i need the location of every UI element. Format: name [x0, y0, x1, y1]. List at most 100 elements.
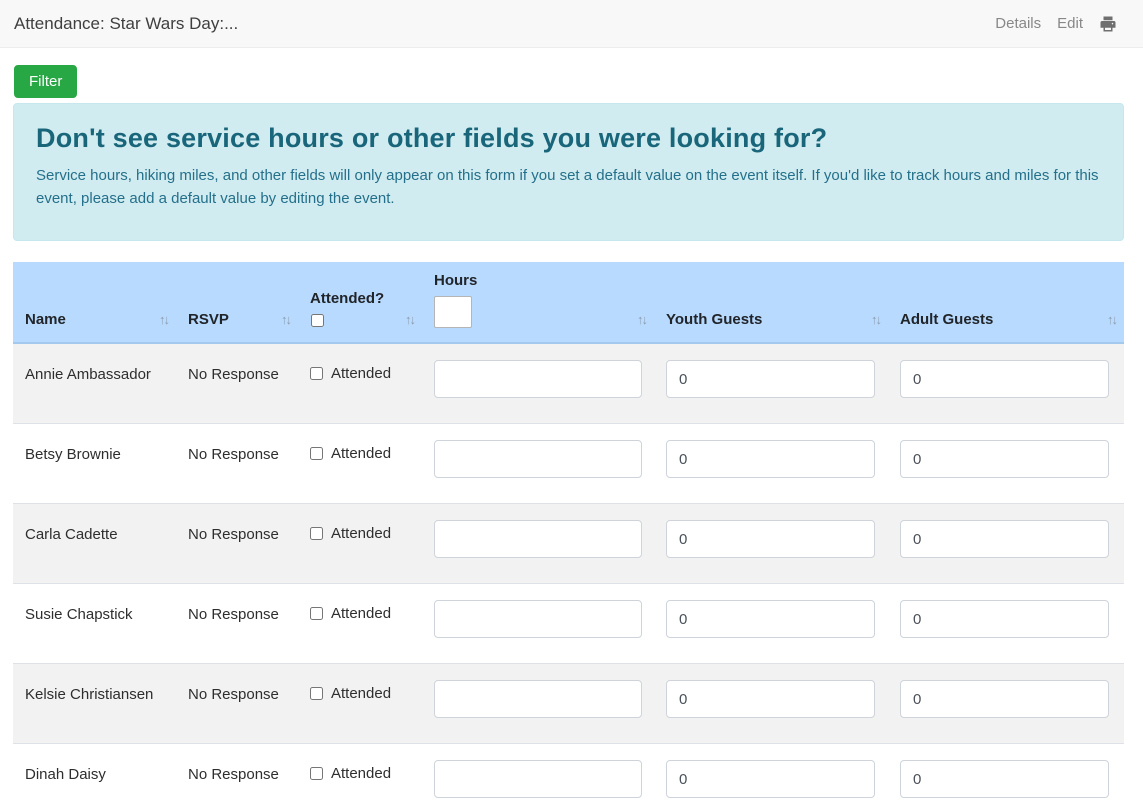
attended-toggle[interactable]: Attended	[310, 445, 391, 462]
hours-input[interactable]	[434, 360, 642, 398]
attended-label: Attended	[331, 525, 392, 542]
filter-button[interactable]: Filter	[14, 65, 78, 98]
main-content: Filter Don't see service hours or other …	[13, 48, 1124, 809]
column-header-youth-guests[interactable]: Youth Guests ↑↓	[654, 262, 888, 344]
edit-link[interactable]: Edit	[1057, 15, 1083, 32]
youth-guests-input[interactable]	[666, 680, 875, 718]
column-header-adult-guests[interactable]: Adult Guests ↑↓	[888, 262, 1124, 344]
attended-label: Attended	[331, 605, 392, 622]
attended-checkbox[interactable]	[310, 367, 323, 380]
attended-toggle[interactable]: Attended	[310, 605, 391, 622]
table-body: Annie Ambassador No Response Attended Be…	[13, 342, 1124, 809]
row-hours-cell	[422, 503, 654, 584]
sort-icon[interactable]: ↑↓	[1107, 312, 1118, 327]
attended-toggle[interactable]: Attended	[310, 685, 391, 702]
notice-body: Service hours, hiking miles, and other f…	[36, 167, 1099, 208]
row-youth-guests-cell	[654, 663, 888, 744]
attended-checkbox[interactable]	[310, 527, 323, 540]
row-adult-guests-cell	[888, 663, 1124, 744]
row-youth-guests-cell	[654, 342, 888, 424]
row-adult-guests-cell	[888, 342, 1124, 424]
youth-guests-input[interactable]	[666, 440, 875, 478]
hours-input[interactable]	[434, 680, 642, 718]
attended-label: Attended	[331, 765, 392, 782]
attended-checkbox[interactable]	[310, 607, 323, 620]
adult-guests-input[interactable]	[900, 760, 1109, 798]
row-rsvp: No Response	[176, 663, 298, 744]
column-header-rsvp[interactable]: RSVP ↑↓	[176, 262, 298, 344]
table-row: Susie Chapstick No Response Attended	[13, 583, 1124, 664]
printer-icon[interactable]	[1099, 15, 1117, 33]
sort-icon[interactable]: ↑↓	[281, 312, 292, 327]
row-attended-cell: Attended	[298, 663, 422, 744]
sort-icon[interactable]: ↑↓	[405, 312, 416, 327]
attended-toggle[interactable]: Attended	[310, 365, 391, 382]
adult-guests-input[interactable]	[900, 520, 1109, 558]
row-hours-cell	[422, 423, 654, 504]
attendance-table: Name ↑↓ RSVP ↑↓ Attended? ↑↓ Hours ↑↓	[13, 262, 1124, 809]
table-header: Name ↑↓ RSVP ↑↓ Attended? ↑↓ Hours ↑↓	[13, 262, 1124, 344]
row-name: Carla Cadette	[13, 503, 176, 584]
table-row: Betsy Brownie No Response Attended	[13, 423, 1124, 504]
table-row: Carla Cadette No Response Attended	[13, 503, 1124, 584]
row-adult-guests-cell	[888, 583, 1124, 664]
youth-guests-input[interactable]	[666, 520, 875, 558]
column-header-name[interactable]: Name ↑↓	[13, 262, 176, 344]
row-name: Susie Chapstick	[13, 583, 176, 664]
row-name: Betsy Brownie	[13, 423, 176, 504]
hours-all-input[interactable]	[434, 296, 472, 328]
attended-checkbox[interactable]	[310, 687, 323, 700]
row-youth-guests-cell	[654, 743, 888, 809]
row-attended-cell: Attended	[298, 503, 422, 584]
row-adult-guests-cell	[888, 503, 1124, 584]
adult-guests-input[interactable]	[900, 360, 1109, 398]
attended-toggle[interactable]: Attended	[310, 765, 391, 782]
attended-toggle[interactable]: Attended	[310, 525, 391, 542]
sort-icon[interactable]: ↑↓	[159, 312, 170, 327]
row-adult-guests-cell	[888, 743, 1124, 809]
row-attended-cell: Attended	[298, 583, 422, 664]
row-rsvp: No Response	[176, 423, 298, 504]
row-youth-guests-cell	[654, 423, 888, 504]
youth-guests-input[interactable]	[666, 360, 875, 398]
page-header: Attendance: Star Wars Day:... Details Ed…	[0, 0, 1143, 48]
attended-checkbox[interactable]	[310, 447, 323, 460]
row-name: Annie Ambassador	[13, 342, 176, 424]
hours-input[interactable]	[434, 520, 642, 558]
attended-all-checkbox[interactable]	[311, 314, 324, 327]
hours-input[interactable]	[434, 600, 642, 638]
adult-guests-input[interactable]	[900, 440, 1109, 478]
attended-label: Attended	[331, 365, 392, 382]
row-hours-cell	[422, 583, 654, 664]
details-link[interactable]: Details	[995, 15, 1042, 32]
hours-input[interactable]	[434, 440, 642, 478]
row-rsvp: No Response	[176, 743, 298, 809]
table-row: Kelsie Christiansen No Response Attended	[13, 663, 1124, 744]
sort-icon[interactable]: ↑↓	[871, 312, 882, 327]
sort-icon[interactable]: ↑↓	[637, 312, 648, 327]
hours-input[interactable]	[434, 760, 642, 798]
page-title: Attendance: Star Wars Day:...	[14, 13, 239, 33]
row-hours-cell	[422, 663, 654, 744]
adult-guests-input[interactable]	[900, 680, 1109, 718]
youth-guests-input[interactable]	[666, 760, 875, 798]
info-notice: Don't see service hours or other fields …	[13, 103, 1124, 241]
row-name: Dinah Daisy	[13, 743, 176, 809]
column-header-attended[interactable]: Attended? ↑↓	[298, 262, 422, 344]
adult-guests-input[interactable]	[900, 600, 1109, 638]
youth-guests-input[interactable]	[666, 600, 875, 638]
attended-label: Attended	[331, 685, 392, 702]
row-youth-guests-cell	[654, 583, 888, 664]
column-header-hours[interactable]: Hours ↑↓	[422, 262, 654, 344]
attended-checkbox[interactable]	[310, 767, 323, 780]
row-youth-guests-cell	[654, 503, 888, 584]
notice-heading: Don't see service hours or other fields …	[36, 123, 828, 153]
row-rsvp: No Response	[176, 342, 298, 424]
row-attended-cell: Attended	[298, 342, 422, 424]
row-rsvp: No Response	[176, 503, 298, 584]
row-adult-guests-cell	[888, 423, 1124, 504]
row-hours-cell	[422, 743, 654, 809]
row-rsvp: No Response	[176, 583, 298, 664]
table-row: Dinah Daisy No Response Attended	[13, 743, 1124, 809]
table-row: Annie Ambassador No Response Attended	[13, 342, 1124, 424]
